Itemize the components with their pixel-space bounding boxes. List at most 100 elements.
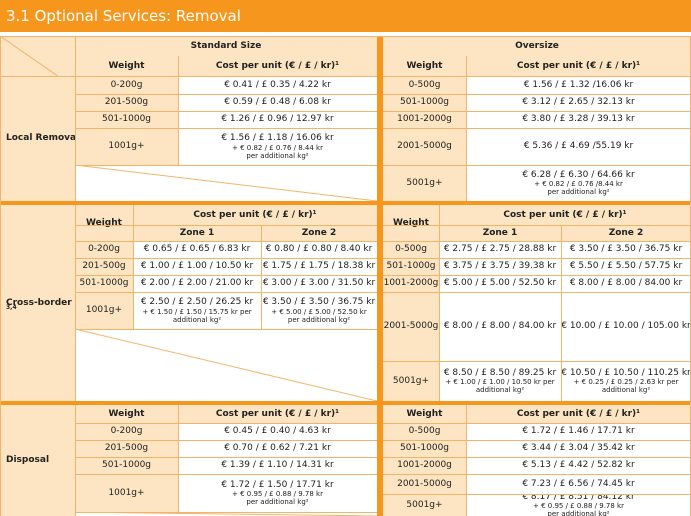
grid-line: [75, 128, 377, 129]
grid-line: [0, 36, 691, 37]
price-cell: € 0.70 / £ 0.62 / 7.21 kr: [178, 440, 377, 457]
grid-line: [261, 225, 262, 329]
price-cell: € 1.56 / £ 1.18 / 16.06 kr + € 0.82 / £ 0…: [178, 128, 377, 165]
zone2-price-cell: € 3.50 / £ 3.50 / 36.75 kr + € 5.00 / £ 5…: [261, 292, 377, 329]
cell-text: 1001g+: [108, 141, 145, 152]
section-label: Local Removal: [6, 133, 75, 144]
section-divider: [0, 201, 691, 205]
zone2-header: Zone 2: [561, 225, 691, 241]
cell-text: € 10.00 / £ 10.00 / 105.00 kr: [561, 321, 691, 332]
page-title: 3.1 Optional Services: Removal: [0, 0, 691, 32]
weight-header: Weight: [75, 205, 133, 241]
cell-text: € 1.26 / £ 0.96 / 12.97 kr: [221, 114, 334, 125]
column-divider: [377, 36, 383, 516]
grid-line: [439, 205, 440, 401]
grid-line: [75, 405, 76, 516]
weight-cell: 0-500g: [383, 76, 466, 94]
weight-cell: 501-1000g: [75, 111, 178, 128]
cell-text: 501-1000g: [386, 261, 436, 272]
weight-cell: 501-1000g: [75, 457, 178, 474]
cell-text: 501-1000g: [79, 278, 129, 289]
price-cell: € 1.39 / £ 1.10 / 14.31 kr: [178, 457, 377, 474]
grid-line: [75, 205, 76, 401]
grid-line: [561, 225, 562, 401]
cell-text: € 8.17 / £ 8.51 / 84.12 kr: [522, 494, 635, 502]
cell-text: Zone 1: [482, 227, 518, 238]
cell-text: Cost per unit (€ / £ / kr)¹: [215, 60, 340, 71]
grid-line: [466, 56, 467, 201]
grid-line: [75, 94, 377, 95]
weight-cell: 201-500g: [75, 258, 133, 275]
cell-text: € 8.00 / £ 8.00 / 84.00 kr: [569, 278, 683, 289]
grid-line: [178, 405, 179, 512]
cell-text: 1001-2000g: [397, 114, 452, 125]
cell-text: Cost per unit (€ / £ / kr)¹: [516, 60, 641, 71]
grid-line: [383, 111, 691, 112]
price-cell: € 5.13 / £ 4.42 / 52.82 kr: [466, 457, 691, 474]
cost-header: Cost per unit (€ / £ / kr)¹: [466, 405, 691, 423]
grid-line: [383, 76, 691, 77]
cell-text: 2001-5000g: [397, 478, 452, 489]
zone2-price-cell: € 8.00 / £ 8.00 / 84.00 kr: [561, 275, 691, 292]
grid-line: [75, 440, 377, 441]
cross-border-removal-label: Cross-border Removal3,4: [0, 205, 75, 401]
cell-text: 201-500g: [104, 97, 149, 108]
cell-text: € 1.72 / £ 1.50 / 17.71 kr: [221, 479, 334, 490]
cell-text: € 5.50 / £ 5.50 / 57.75 kr: [569, 261, 683, 272]
grid-line: [75, 165, 377, 166]
cell-text: Zone 2: [301, 227, 337, 238]
cell-text: € 10.50 / £ 10.50 / 110.25 kr: [561, 367, 691, 378]
price-note: additional kg²: [172, 315, 222, 324]
cost-header: Cost per unit (€ / £ / kr)¹: [178, 405, 377, 423]
weight-cell: 0-200g: [75, 76, 178, 94]
price-cell: € 3.80 / £ 3.28 / 39.13 kr: [466, 111, 691, 128]
zone1-price-cell: € 1.00 / £ 1.00 / 10.50 kr: [133, 258, 261, 275]
cell-text: € 0.41 / £ 0.35 / 4.22 kr: [224, 79, 331, 90]
weight-cell: 1001g+: [75, 474, 178, 512]
grid-line: [383, 225, 691, 226]
weight-cell: 0-500g: [383, 241, 439, 258]
price-note: per additional kg²: [246, 151, 309, 160]
grid-line: [383, 474, 691, 475]
weight-cell: 501-1000g: [75, 275, 133, 292]
cell-text: € 0.70 / £ 0.62 / 7.21 kr: [224, 443, 331, 454]
cell-text: € 3.12 / £ 2.65 / 32.13 kr: [522, 97, 635, 108]
weight-cell: 501-1000g: [383, 94, 466, 111]
cell-text: € 6.28 / £ 6.30 / 64.66 kr: [522, 169, 635, 180]
weight-cell: 1001-2000g: [383, 111, 466, 128]
cell-text: € 0.80 / £ 0.80 / 8.40 kr: [265, 244, 373, 255]
cell-text: 1001g+: [108, 487, 145, 498]
grid-line: [0, 76, 377, 77]
standard-size-label: Standard Size: [190, 40, 262, 51]
weight-header: Weight: [75, 405, 178, 423]
section-divider: [0, 401, 691, 405]
cell-text: € 0.65 / £ 0.65 / 6.83 kr: [143, 244, 251, 255]
cell-text: Cost per unit (€ / £ / kr)¹: [215, 408, 340, 419]
cell-text: € 5.36 / £ 4.69 /55.19 kr: [523, 141, 634, 152]
grid-line: [383, 258, 691, 259]
zone1-price-cell: € 0.65 / £ 0.65 / 6.83 kr: [133, 241, 261, 258]
weight-cell: 5001g+: [383, 165, 466, 201]
cell-text: € 2.50 / £ 2.50 / 26.25 kr: [140, 297, 254, 308]
weight-cell: 2001-5000g: [383, 292, 439, 361]
cell-text: Weight: [86, 217, 122, 228]
grid-line: [383, 165, 691, 166]
grid-line: [383, 457, 691, 458]
cell-text: Cost per unit (€ / £ / kr)¹: [193, 209, 317, 220]
grid-line: [75, 474, 377, 475]
weight-cell: 5001g+: [383, 361, 439, 401]
cell-text: 201-500g: [82, 261, 126, 272]
price-cell: € 1.72 / £ 1.46 / 17.71 kr: [466, 423, 691, 440]
cell-text: € 3.44 / £ 3.04 / 35.42 kr: [522, 443, 635, 454]
grid-line: [75, 225, 377, 226]
price-cell: € 0.45 / £ 0.40 / 4.63 kr: [178, 423, 377, 440]
grid-line: [383, 423, 691, 424]
cell-text: 2001-5000g: [383, 321, 439, 332]
grid-line: [75, 258, 377, 259]
section-label: Cross-border Removal: [6, 297, 75, 308]
price-cell: € 5.36 / £ 4.69 /55.19 kr: [466, 128, 691, 165]
cell-text: € 1.72 / £ 1.46 / 17.71 kr: [522, 426, 635, 437]
weight-cell: 1001g+: [75, 128, 178, 165]
weight-cell: 1001g+: [75, 292, 133, 329]
zone2-header: Zone 2: [261, 225, 377, 241]
